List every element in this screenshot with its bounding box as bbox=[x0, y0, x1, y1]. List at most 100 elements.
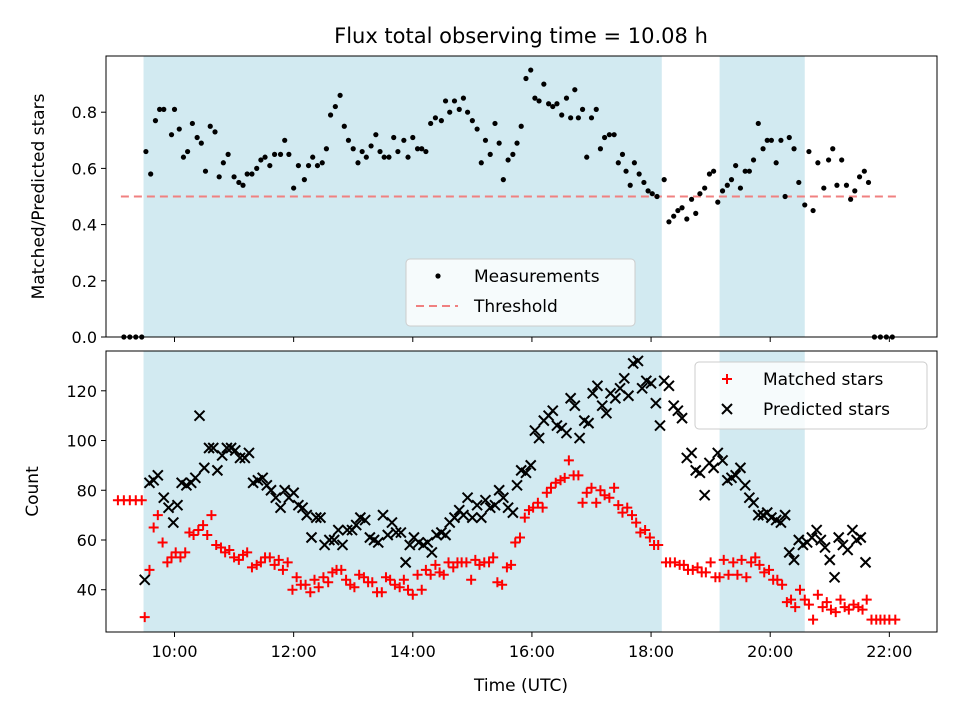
data-point bbox=[460, 95, 467, 101]
data-point bbox=[287, 584, 298, 595]
data-point bbox=[399, 556, 412, 569]
data-point bbox=[815, 160, 821, 166]
data-point bbox=[439, 529, 452, 541]
x-tick-label: 22:00 bbox=[866, 642, 912, 661]
data-point bbox=[796, 179, 802, 186]
data-point bbox=[890, 614, 901, 625]
data-point bbox=[537, 502, 548, 513]
data-point bbox=[488, 552, 499, 563]
data-point bbox=[254, 165, 260, 171]
data-point bbox=[653, 539, 664, 550]
data-point bbox=[644, 532, 655, 543]
data-point bbox=[428, 120, 434, 127]
data-point bbox=[536, 98, 542, 104]
data-point bbox=[416, 584, 427, 595]
data-point bbox=[332, 524, 345, 536]
data-point bbox=[301, 177, 307, 183]
data-point bbox=[240, 182, 246, 188]
data-point bbox=[857, 604, 868, 615]
data-point bbox=[779, 509, 791, 521]
data-point bbox=[262, 154, 268, 160]
data-point bbox=[319, 160, 325, 166]
data-point bbox=[791, 146, 797, 152]
axes-frame bbox=[105, 55, 938, 338]
data-point bbox=[420, 564, 431, 575]
data-point bbox=[337, 92, 343, 98]
data-point bbox=[258, 157, 264, 163]
data-point bbox=[550, 103, 556, 110]
data-point bbox=[514, 140, 520, 146]
data-point bbox=[724, 182, 730, 188]
data-point bbox=[821, 597, 832, 608]
data-point bbox=[843, 604, 854, 615]
panel-top: 0.0 0.2 0.4 0.6 0.8 Matched/Predicted stars Me… bbox=[29, 55, 938, 347]
data-point bbox=[271, 151, 278, 157]
data-point bbox=[729, 469, 742, 482]
data-point bbox=[314, 162, 321, 169]
y-tick-label: 100 bbox=[66, 432, 97, 451]
y-tick-label: 60 bbox=[77, 531, 97, 550]
data-point bbox=[296, 501, 309, 514]
axes-frame bbox=[105, 350, 938, 633]
data-point bbox=[676, 412, 688, 424]
data-point bbox=[475, 511, 487, 524]
data-point bbox=[336, 564, 347, 575]
data-point bbox=[451, 98, 458, 104]
series-matched-stars bbox=[112, 455, 901, 625]
data-point bbox=[609, 482, 620, 493]
data-point bbox=[808, 614, 819, 625]
data-point bbox=[591, 497, 602, 508]
data-point bbox=[752, 509, 764, 521]
data-point bbox=[859, 556, 872, 569]
y-tick-label: 120 bbox=[66, 382, 97, 401]
data-point bbox=[305, 587, 316, 598]
data-point bbox=[750, 157, 757, 163]
data-point bbox=[622, 390, 635, 402]
legend-box bbox=[694, 361, 928, 430]
data-point bbox=[198, 520, 209, 531]
data-point bbox=[497, 492, 510, 504]
data-point bbox=[649, 191, 655, 197]
data-point bbox=[273, 554, 284, 565]
data-point bbox=[305, 162, 312, 169]
y-tick-label: 0.2 bbox=[72, 272, 97, 291]
data-point bbox=[706, 171, 713, 177]
data-point bbox=[466, 511, 479, 524]
data-point bbox=[430, 559, 441, 570]
data-point bbox=[194, 134, 200, 141]
data-point bbox=[861, 168, 867, 174]
data-point bbox=[243, 447, 255, 459]
data-point bbox=[782, 193, 788, 200]
data-point bbox=[698, 489, 711, 501]
data-point bbox=[447, 109, 453, 115]
data-point bbox=[432, 115, 439, 121]
data-point bbox=[532, 95, 538, 101]
y-tick-label: 40 bbox=[77, 581, 97, 600]
data-point bbox=[786, 594, 797, 605]
data-point bbox=[193, 409, 206, 422]
data-point bbox=[345, 137, 352, 143]
data-point bbox=[175, 552, 186, 563]
data-point bbox=[671, 213, 677, 219]
data-point bbox=[270, 492, 282, 504]
data-point bbox=[203, 442, 215, 454]
x-tick-label: 12:00 bbox=[271, 642, 317, 661]
data-point bbox=[773, 160, 779, 166]
data-point bbox=[525, 459, 537, 472]
data-point bbox=[492, 120, 498, 127]
data-point bbox=[180, 154, 187, 160]
data-point bbox=[541, 81, 547, 87]
legend-label: Threshold bbox=[473, 297, 558, 317]
data-point bbox=[687, 564, 698, 575]
data-point bbox=[617, 507, 628, 518]
data-point bbox=[718, 554, 729, 565]
data-point bbox=[736, 554, 747, 565]
data-point bbox=[824, 554, 836, 566]
data-point bbox=[563, 95, 570, 101]
data-point bbox=[265, 484, 277, 496]
data-point bbox=[700, 567, 711, 578]
legend-label: Measurements bbox=[474, 267, 600, 287]
data-point bbox=[305, 531, 318, 544]
data-point bbox=[309, 574, 320, 585]
